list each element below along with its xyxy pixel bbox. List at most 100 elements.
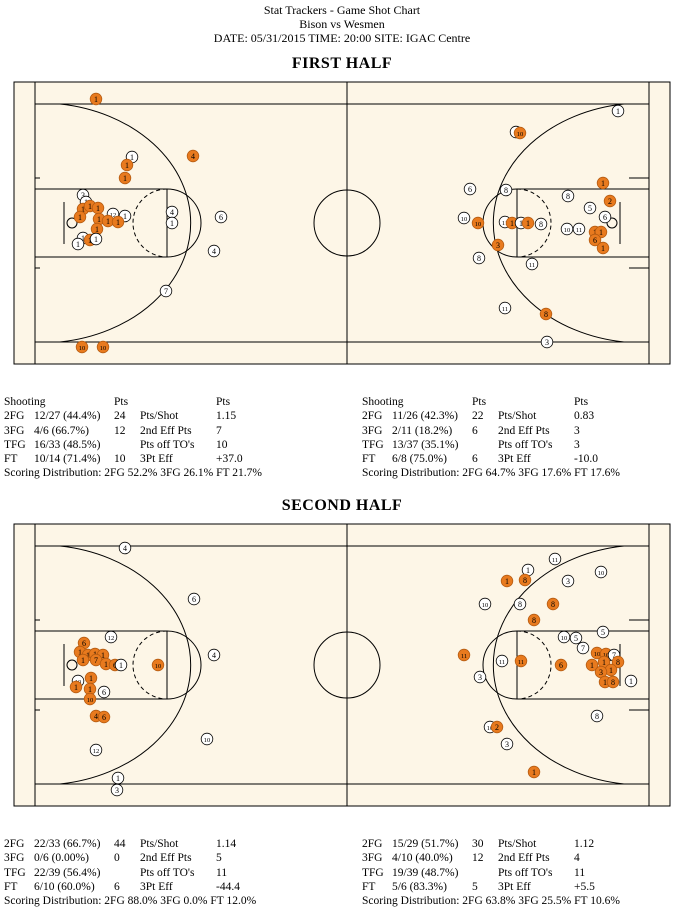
made-shot-marker: 8	[518, 573, 532, 587]
missed-shot-marker: 3	[540, 335, 554, 349]
shot-number: 1	[601, 244, 605, 253]
made-shot-marker: 1	[84, 671, 98, 685]
shot-number: 7	[164, 287, 168, 296]
missed-shot-marker: 6	[598, 210, 612, 224]
shot-number: 11	[518, 659, 524, 666]
made-shot-marker: 1	[597, 655, 611, 669]
shot-number: 6	[603, 213, 607, 222]
missed-shot-marker: 1	[71, 237, 85, 251]
shot-number: 6	[468, 185, 472, 194]
stats-cell: Pts/Shot	[140, 838, 179, 850]
stats-cell: 10/14 (71.4%)	[34, 453, 101, 466]
stats-cell: TFG	[4, 438, 26, 451]
shot-number: 8	[616, 658, 620, 667]
shot-number: 2	[608, 197, 612, 206]
made-shot-marker: 10	[96, 340, 110, 354]
made-shot-marker: 8	[611, 655, 625, 669]
stats-cell: 3FG	[4, 852, 25, 865]
missed-shot-marker: 11	[495, 654, 509, 668]
shot-number: 1	[123, 174, 127, 183]
stats-cell: 2FG	[362, 410, 383, 423]
stats-cell: 6/10 (60.0%)	[34, 880, 95, 893]
missed-shot-marker: 3	[561, 574, 575, 588]
missed-shot-marker: 11	[572, 222, 586, 236]
stats-cell: FT	[4, 880, 18, 893]
shot-number: 1	[601, 179, 605, 188]
missed-shot-marker: 6	[187, 592, 201, 606]
stats-cell: 2FG	[4, 410, 25, 423]
stats-cell: 2FG	[362, 838, 383, 850]
missed-shot-marker: 8	[590, 709, 604, 723]
stats-cell: 6	[114, 880, 120, 893]
shot-number: 4	[212, 247, 216, 256]
shot-number: 1	[88, 685, 92, 694]
stats-cell: 3FG	[362, 852, 383, 865]
shot-number: 12	[93, 748, 100, 755]
shot-number: 1	[609, 666, 613, 675]
missed-shot-marker: 1	[165, 216, 179, 230]
missed-shot-marker: 6	[97, 685, 111, 699]
shot-number: 10	[79, 345, 86, 352]
made-shot-marker: 6	[588, 233, 602, 247]
made-shot-marker: 11	[514, 654, 528, 668]
stats-cell: 5	[216, 852, 222, 865]
shot-number: 1	[599, 228, 603, 237]
made-shot-marker: 2	[603, 194, 617, 208]
missed-shot-marker: 10	[200, 732, 214, 746]
stats-cell: 1.14	[216, 838, 237, 850]
missed-shot-marker: 11	[525, 257, 539, 271]
shot-number: 10	[603, 652, 610, 659]
missed-shot-marker: 6	[214, 210, 228, 224]
stats-cell: 3	[574, 438, 580, 451]
missed-shot-marker: 4	[207, 244, 221, 258]
stats-cell: 2nd Eff Pts	[140, 424, 192, 437]
matchup: Bison vs Wesmen	[299, 17, 385, 31]
stats-cell: Pts/Shot	[498, 410, 537, 423]
missed-shot-marker: 12	[104, 630, 118, 644]
stats-cell: Pts off TO's	[498, 866, 553, 879]
shot-number: 7	[94, 656, 98, 665]
shot-number: 5	[588, 204, 592, 213]
shot-number: 4	[191, 152, 195, 161]
shot-number: 5	[574, 634, 578, 643]
stats-cell: 11/26 (42.3%)	[392, 410, 459, 423]
shot-number: 10	[564, 227, 571, 234]
stats-cell: 2nd Eff Pts	[140, 852, 192, 865]
stats-cell: 10	[216, 438, 228, 451]
missed-shot-marker: 8	[472, 251, 486, 265]
shot-number: 8	[523, 576, 527, 585]
made-shot-marker: 6	[97, 710, 111, 724]
scoring-distribution-text: Scoring Distribution: 2FG 64.7% 3FG 17.6…	[362, 467, 620, 480]
stats-heading: Pts	[574, 396, 589, 408]
missed-shot-marker: 7	[159, 284, 173, 298]
shot-number: 8	[504, 186, 508, 195]
made-shot-marker: 1	[596, 241, 610, 255]
shot-number: 6	[559, 661, 563, 670]
made-shot-marker: 1	[521, 216, 535, 230]
stats-cell: 13/37 (35.1%)	[392, 438, 459, 451]
missed-shot-marker: 10	[557, 630, 571, 644]
stats-cell: 11	[216, 866, 228, 879]
stats-cell: 22/39 (56.4%)	[34, 866, 101, 879]
second-half-title: SECOND HALF	[281, 497, 403, 514]
shot-number: 6	[192, 595, 196, 604]
stats-cell: Pts/Shot	[140, 410, 179, 423]
made-shot-marker: 1	[89, 92, 103, 106]
stats-cell: 7	[216, 424, 222, 437]
shot-number: 6	[82, 639, 86, 648]
stats-heading: Shooting	[4, 396, 46, 408]
stats-cell: 22	[472, 410, 484, 423]
missed-shot-marker: 10	[478, 597, 492, 611]
made-shot-marker: 10	[75, 340, 89, 354]
shot-number: 4	[94, 712, 98, 721]
shot-number: 1	[590, 661, 594, 670]
scoring-distribution-text: Scoring Distribution: 2FG 63.8% 3FG 25.5…	[362, 895, 620, 908]
shot-number: 1	[532, 768, 536, 777]
made-shot-marker: 1	[101, 214, 115, 228]
stats-cell: 0/6 (0.00%)	[34, 852, 89, 865]
made-shot-marker: 7	[89, 653, 103, 667]
stats-cell: -44.4	[216, 880, 240, 893]
shot-number: 6	[593, 236, 597, 245]
shot-number: 6	[102, 713, 106, 722]
shot-number: 1	[97, 215, 101, 224]
